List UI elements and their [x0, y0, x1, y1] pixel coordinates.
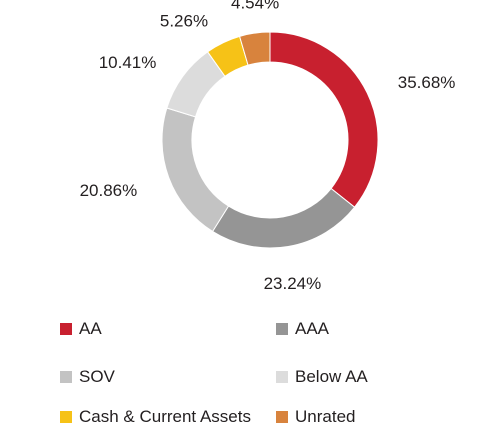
legend-swatch-aa — [60, 323, 72, 335]
donut-chart: 35.68% 23.24% 20.86% 10.41% 5.26% 4.54% — [80, 0, 456, 293]
legend-item-aaa: AAA — [276, 318, 329, 340]
legend-item-unrated: Unrated — [276, 406, 355, 428]
legend-item-aa: AA — [60, 318, 102, 340]
data-label-sov: 20.86% — [80, 181, 138, 200]
legend-swatch-sov — [60, 371, 72, 383]
legend-swatch-cash — [60, 411, 72, 423]
legend-item-cash: Cash & Current Assets — [60, 406, 251, 428]
legend-item-sov: SOV — [60, 366, 115, 388]
legend-label-cash: Cash & Current Assets — [79, 407, 251, 426]
data-label-unrated: 4.54% — [231, 0, 279, 12]
data-label-cash-current-assets: 5.26% — [160, 11, 208, 30]
legend-swatch-aaa — [276, 323, 288, 335]
legend-label-below-aa: Below AA — [295, 367, 368, 386]
donut-slice-aaa — [211, 187, 356, 249]
legend-label-aaa: AAA — [295, 319, 330, 338]
donut-slice-aa — [269, 31, 379, 208]
legend-label-unrated: Unrated — [295, 407, 356, 426]
legend-swatch-unrated — [276, 411, 288, 423]
data-label-aa: 35.68% — [398, 73, 456, 92]
legend-item-below-aa: Below AA — [276, 366, 368, 388]
data-label-aaa: 23.24% — [264, 274, 322, 293]
legend-label-aa: AA — [79, 319, 102, 338]
legend-swatch-below-aa — [276, 371, 288, 383]
legend-label-sov: SOV — [79, 367, 115, 386]
data-label-below-aa: 10.41% — [99, 53, 157, 72]
donut-slice-sov — [161, 107, 230, 233]
donut-slice-unrated — [238, 31, 271, 66]
